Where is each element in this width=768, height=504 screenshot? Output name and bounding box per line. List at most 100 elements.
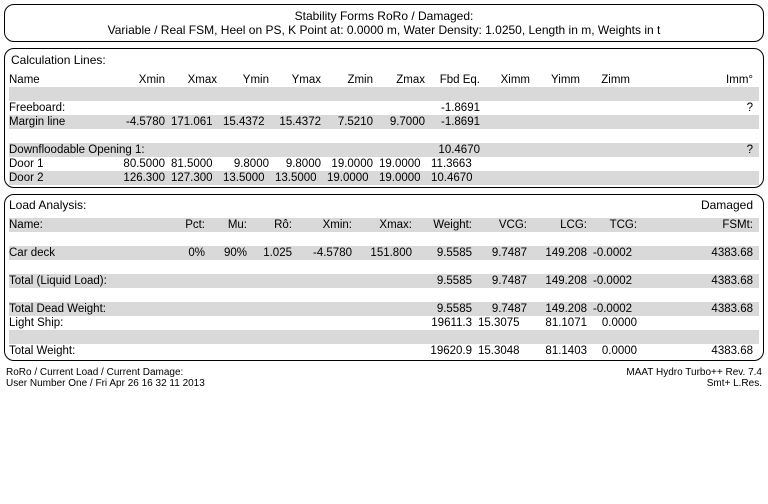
cell: -4.5780	[119, 115, 171, 129]
cell: -0.0002	[593, 302, 643, 316]
cell: 15.3075	[478, 316, 533, 330]
cell: Total Weight:	[9, 344, 169, 358]
col-immdeg: Imm°	[636, 73, 759, 87]
col-fbdeq: Fbd Eq.	[431, 73, 486, 87]
cell: 9.7487	[478, 274, 533, 288]
col-vcg: VCG:	[478, 218, 533, 232]
cell: 9.5585	[418, 274, 478, 288]
damaged-label: Damaged	[643, 197, 759, 218]
cell: 0.0000	[593, 344, 643, 358]
load-title-row: Load Analysis: Damaged	[9, 197, 759, 218]
load-table: Load Analysis: Damaged Name: Pct: Mu: Rô…	[9, 197, 759, 358]
cell: 149.208	[533, 274, 593, 288]
cell: -4.5780	[298, 246, 358, 260]
cell: 4383.68	[643, 274, 759, 288]
cell: 9.8000	[275, 157, 327, 171]
cell: 9.7487	[478, 246, 533, 260]
cell: 15.4372	[275, 115, 327, 129]
calc-title: Calculation Lines:	[9, 51, 759, 73]
cell: 15.3048	[478, 344, 533, 358]
header-panel: Stability Forms RoRo / Damaged: Variable…	[4, 4, 764, 42]
cell: 4383.68	[643, 344, 759, 358]
cell: 13.5000	[275, 171, 327, 185]
cell: ?	[636, 143, 759, 157]
cell: ?	[636, 101, 759, 115]
footer-left: RoRo / Current Load / Current Damage: Us…	[6, 367, 205, 389]
row-door2: Door 2 126.300 127.300 13.5000 13.5000 1…	[9, 171, 759, 185]
col-xmin: Xmin	[119, 73, 171, 87]
cell: -1.8691	[431, 115, 486, 129]
cell: 9.7487	[478, 302, 533, 316]
col-xmax: Xmax:	[358, 218, 418, 232]
cell: 13.5000	[223, 171, 275, 185]
cell: 19.0000	[327, 157, 379, 171]
cell: 19.0000	[327, 171, 379, 185]
cell: 19.0000	[379, 157, 431, 171]
cell: Downfloodable Opening 1:	[9, 143, 171, 157]
spacer-row	[9, 330, 759, 344]
col-weight: Weight:	[418, 218, 478, 232]
cell: -0.0002	[593, 246, 643, 260]
col-yimm: Yimm	[536, 73, 586, 87]
footer: RoRo / Current Load / Current Damage: Us…	[4, 367, 764, 389]
footer-left1: RoRo / Current Load / Current Damage:	[6, 367, 205, 378]
cell: 0.0000	[593, 316, 643, 330]
col-ymin: Ymin	[223, 73, 275, 87]
cell: -1.8691	[431, 101, 486, 115]
cell: 81.1071	[533, 316, 593, 330]
cell: 126.300	[119, 171, 171, 185]
col-name: Name	[9, 73, 119, 87]
spacer-row	[9, 129, 759, 143]
cell: 127.300	[171, 171, 223, 185]
row-freeboard: Freeboard: -1.8691 ?	[9, 101, 759, 115]
cell: Door 2	[9, 171, 119, 185]
cell: 171.061	[171, 115, 223, 129]
cell: Light Ship:	[9, 316, 169, 330]
col-xmin: Xmin:	[298, 218, 358, 232]
row-tdw: Total Dead Weight: 9.5585 9.7487 149.208…	[9, 302, 759, 316]
row-totalliquid: Total (Liquid Load): 9.5585 9.7487 149.2…	[9, 274, 759, 288]
spacer-row	[9, 288, 759, 302]
col-zmax: Zmax	[379, 73, 431, 87]
cell: 1.025	[253, 246, 298, 260]
cell: Margin line	[9, 115, 119, 129]
row-door1: Door 1 80.5000 81.5000 9.8000 9.8000 19.…	[9, 157, 759, 171]
load-title: Load Analysis:	[9, 197, 643, 218]
cell: Car deck	[9, 246, 169, 260]
spacer-row	[9, 260, 759, 274]
col-ro: Rô:	[253, 218, 298, 232]
cell: 0%	[169, 246, 211, 260]
cell: 9.8000	[223, 157, 275, 171]
col-ximm: Ximm	[486, 73, 536, 87]
row-margin: Margin line -4.5780 171.061 15.4372 15.4…	[9, 115, 759, 129]
col-tcg: TCG:	[593, 218, 643, 232]
footer-left2: User Number One / Fri Apr 26 16 32 11 20…	[6, 378, 205, 389]
cell: 81.5000	[171, 157, 223, 171]
cell: 19.0000	[379, 171, 431, 185]
footer-right2: Smt+ L.Res.	[626, 378, 762, 389]
cell: 15.4372	[223, 115, 275, 129]
row-cardeck: Car deck 0% 90% 1.025 -4.5780 151.800 9.…	[9, 246, 759, 260]
row-lightship: Light Ship: 19611.3 15.3075 81.1071 0.00…	[9, 316, 759, 330]
load-analysis-panel: Load Analysis: Damaged Name: Pct: Mu: Rô…	[4, 194, 764, 361]
col-name: Name:	[9, 218, 169, 232]
cell: 19611.3	[418, 316, 478, 330]
cell: Door 1	[9, 157, 119, 171]
header-line1: Stability Forms RoRo / Damaged:	[9, 9, 759, 23]
footer-right1: MAAT Hydro Turbo++ Rev. 7.4	[626, 367, 762, 378]
col-ymax: Ymax	[275, 73, 327, 87]
row-dfo: Downfloodable Opening 1: 10.4670 ?	[9, 143, 759, 157]
cell: 10.4670	[431, 143, 486, 157]
cell: Total (Liquid Load):	[9, 274, 169, 288]
cell: 80.5000	[119, 157, 171, 171]
cell: 81.1403	[533, 344, 593, 358]
calc-lines-panel: Calculation Lines: Name Xmin Xmax Ymin Y…	[4, 48, 764, 188]
cell: Total Dead Weight:	[9, 302, 169, 316]
col-mu: Mu:	[211, 218, 253, 232]
cell: 151.800	[358, 246, 418, 260]
col-xmax: Xmax	[171, 73, 223, 87]
cell: 149.208	[533, 246, 593, 260]
cell: 90%	[211, 246, 253, 260]
cell: 9.7000	[379, 115, 431, 129]
cell: 4383.68	[643, 246, 759, 260]
